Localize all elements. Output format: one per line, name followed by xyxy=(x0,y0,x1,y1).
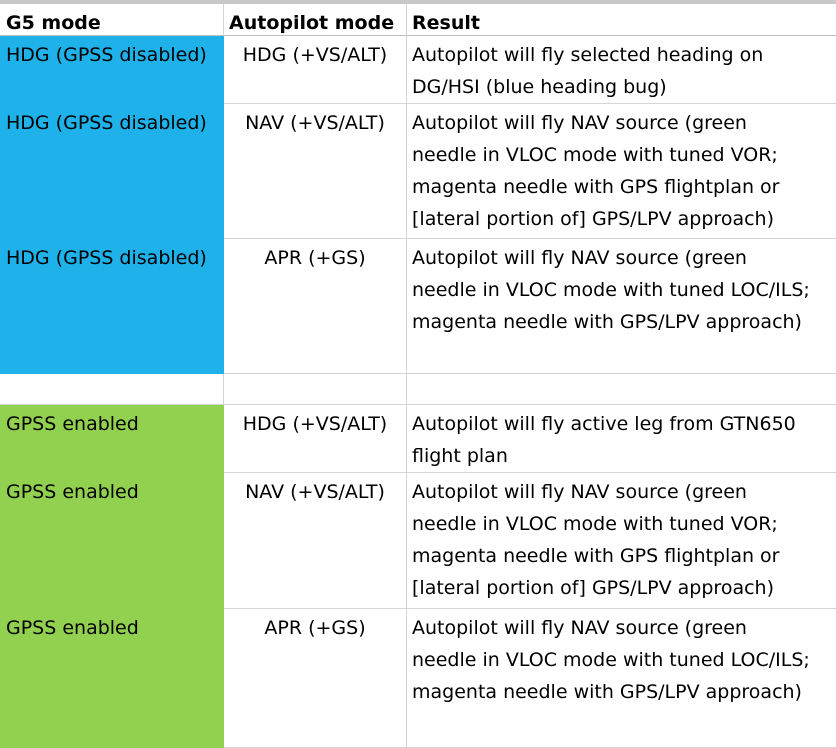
g5-mode-cell[interactable]: GPSS enabled xyxy=(0,609,224,748)
result-text: Autopilot will fly active leg from GTN65… xyxy=(412,408,832,472)
empty-cell[interactable] xyxy=(224,374,407,405)
result-cell[interactable]: Autopilot will fly selected heading on D… xyxy=(407,36,836,104)
autopilot-mode-cell[interactable]: NAV (+VS/ALT) xyxy=(224,473,407,609)
result-text: Autopilot will fly NAV source (green nee… xyxy=(412,107,832,235)
result-line: magenta needle with GPS/LPV approach) xyxy=(412,311,802,333)
empty-cell[interactable] xyxy=(407,374,836,405)
result-line: needle in VLOC mode with tuned VOR; xyxy=(412,513,778,535)
empty-cell[interactable] xyxy=(0,374,224,405)
table-row: GPSS enabled APR (+GS) Autopilot will fl… xyxy=(0,609,836,748)
autopilot-mode-value: HDG (+VS/ALT) xyxy=(242,413,388,435)
g5-mode-value: GPSS enabled xyxy=(6,617,139,639)
g5-mode-value: HDG (GPSS disabled) xyxy=(6,247,207,269)
result-line: DG/HSI (blue heading bug) xyxy=(412,76,667,98)
table-row: GPSS enabled HDG (+VS/ALT) Autopilot wil… xyxy=(0,405,836,473)
result-cell[interactable]: Autopilot will fly active leg from GTN65… xyxy=(407,405,836,473)
result-line: Autopilot will fly NAV source (green xyxy=(412,112,747,134)
result-line: [lateral portion of] GPS/LPV approach) xyxy=(412,577,774,599)
autopilot-mode-cell[interactable]: APR (+GS) xyxy=(224,609,407,748)
autopilot-mode-value: NAV (+VS/ALT) xyxy=(245,481,385,503)
g5-mode-cell[interactable]: GPSS enabled xyxy=(0,473,224,609)
g5-mode-cell[interactable]: HDG (GPSS disabled) xyxy=(0,36,224,104)
result-cell[interactable]: Autopilot will fly NAV source (green nee… xyxy=(407,609,836,748)
g5-mode-cell[interactable]: HDG (GPSS disabled) xyxy=(0,104,224,239)
header-label-autopilot-mode: Autopilot mode xyxy=(229,12,395,34)
result-line: Autopilot will fly selected heading on xyxy=(412,44,764,66)
result-text: Autopilot will fly NAV source (green nee… xyxy=(412,242,832,338)
table-row: GPSS enabled NAV (+VS/ALT) Autopilot wil… xyxy=(0,473,836,609)
header-cell-result[interactable]: Result xyxy=(407,4,836,36)
header-cell-g5-mode[interactable]: G5 mode xyxy=(0,4,224,36)
autopilot-mode-cell[interactable]: NAV (+VS/ALT) xyxy=(224,104,407,239)
sheet-top-edge xyxy=(0,0,836,4)
autopilot-mode-cell[interactable]: HDG (+VS/ALT) xyxy=(224,36,407,104)
header-label-result: Result xyxy=(412,12,480,34)
header-cell-autopilot-mode[interactable]: Autopilot mode xyxy=(224,4,407,36)
table-row: HDG (GPSS disabled) HDG (+VS/ALT) Autopi… xyxy=(0,36,836,104)
g5-mode-value: HDG (GPSS disabled) xyxy=(6,44,207,66)
result-line: flight plan xyxy=(412,445,508,467)
autopilot-mode-cell[interactable]: APR (+GS) xyxy=(224,239,407,374)
header-row: G5 mode Autopilot mode Result xyxy=(0,4,836,36)
result-line: Autopilot will fly active leg from GTN65… xyxy=(412,413,796,435)
g5-mode-cell[interactable]: HDG (GPSS disabled) xyxy=(0,239,224,374)
table-row: HDG (GPSS disabled) APR (+GS) Autopilot … xyxy=(0,239,836,374)
autopilot-mode-cell[interactable]: HDG (+VS/ALT) xyxy=(224,405,407,473)
table-row: HDG (GPSS disabled) NAV (+VS/ALT) Autopi… xyxy=(0,104,836,239)
result-cell[interactable]: Autopilot will fly NAV source (green nee… xyxy=(407,473,836,609)
empty-row xyxy=(0,374,836,405)
g5-mode-value: GPSS enabled xyxy=(6,413,139,435)
result-line: Autopilot will fly NAV source (green xyxy=(412,247,747,269)
result-line: Autopilot will fly NAV source (green xyxy=(412,617,747,639)
header-label-g5-mode: G5 mode xyxy=(6,12,101,34)
result-line: needle in VLOC mode with tuned VOR; xyxy=(412,144,778,166)
result-cell[interactable]: Autopilot will fly NAV source (green nee… xyxy=(407,104,836,239)
result-text: Autopilot will fly NAV source (green nee… xyxy=(412,476,832,604)
result-line: magenta needle with GPS/LPV approach) xyxy=(412,681,802,703)
autopilot-mode-value: NAV (+VS/ALT) xyxy=(245,112,385,134)
result-text: Autopilot will fly selected heading on D… xyxy=(412,39,832,103)
autopilot-mode-value: APR (+GS) xyxy=(264,617,366,639)
g5-mode-value: HDG (GPSS disabled) xyxy=(6,112,207,134)
g5-mode-cell[interactable]: GPSS enabled xyxy=(0,405,224,473)
result-line: magenta needle with GPS flightplan or xyxy=(412,176,780,198)
result-line: Autopilot will fly NAV source (green xyxy=(412,481,747,503)
autopilot-mode-value: HDG (+VS/ALT) xyxy=(242,44,388,66)
result-text: Autopilot will fly NAV source (green nee… xyxy=(412,612,832,708)
result-line: needle in VLOC mode with tuned LOC/ILS; xyxy=(412,279,810,301)
autopilot-mode-value: APR (+GS) xyxy=(264,247,366,269)
g5-mode-value: GPSS enabled xyxy=(6,481,139,503)
result-line: magenta needle with GPS flightplan or xyxy=(412,545,780,567)
result-line: needle in VLOC mode with tuned LOC/ILS; xyxy=(412,649,810,671)
result-line: [lateral portion of] GPS/LPV approach) xyxy=(412,208,774,230)
result-cell[interactable]: Autopilot will fly NAV source (green nee… xyxy=(407,239,836,374)
